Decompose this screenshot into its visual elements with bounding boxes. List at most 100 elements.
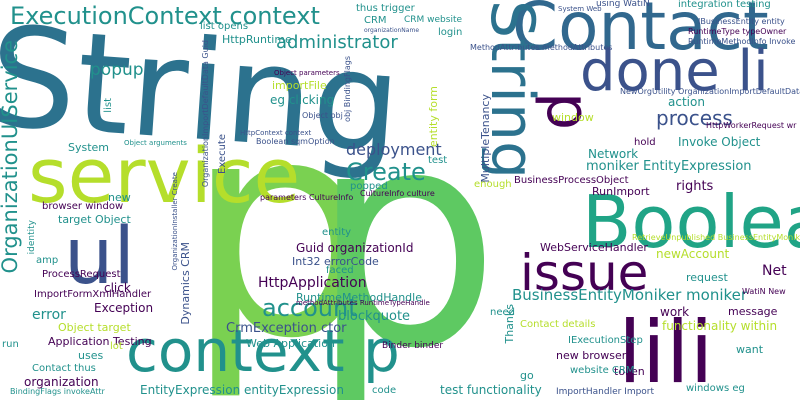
word-done-li: done li — [580, 39, 769, 104]
word-http-worker-request: HttpWorkerRequest wr — [706, 121, 797, 130]
word-test-functionality: test functionality — [440, 383, 542, 397]
word-enough: enough — [474, 179, 512, 190]
word-functionality-within: functionality within — [662, 319, 778, 333]
word-s-vertical: String — [482, 0, 542, 175]
word-message: message — [728, 305, 778, 318]
word-rt-unpublished: RetrieveUnpublished BusinessEntityMonike… — [632, 233, 800, 242]
word-code: code — [372, 385, 397, 396]
word-entity: entity — [322, 227, 352, 238]
word-watin-new: WatiN New — [742, 287, 786, 296]
word-new-browser: new browser — [556, 349, 627, 362]
word-process: process — [656, 106, 733, 130]
word-multiple-tenancy: MultipleTenancy — [479, 94, 492, 183]
word-rtt-owner: RuntimeType typeOwner — [688, 27, 787, 36]
word-object-params: Object parameters — [274, 69, 340, 77]
word-httpctx-context: HttpContext context — [240, 129, 312, 137]
word-http-application: HttpApplication — [258, 275, 367, 291]
word-http-runtime: HttpRuntime — [222, 33, 292, 46]
word-ul: ul — [64, 212, 136, 302]
word-context-p: context p — [126, 317, 400, 385]
word-contact-details: Contact details — [520, 319, 596, 330]
word-import-file: importFile — [272, 79, 327, 92]
word-popped: popped — [350, 181, 388, 192]
word-deployment: deployment — [346, 140, 442, 159]
word-binder-binder: Binder binder — [382, 341, 444, 351]
word-run-import: RunImport — [592, 185, 650, 198]
word-p-big: p — [185, 55, 376, 400]
word-faced: faced — [326, 265, 354, 276]
word-entity-form: entity form — [427, 86, 440, 148]
word-windows-eg: windows eg — [686, 383, 745, 394]
word-dynamics-crm: Dynamics CRM — [179, 242, 192, 325]
word-eg-clicking: eg clicking — [270, 93, 335, 107]
word-need: need — [490, 307, 515, 318]
word-org-name: organizationName — [364, 27, 420, 34]
word-entity-expression: EntityExpression entityExpression — [140, 383, 344, 397]
word-test: test — [428, 155, 448, 166]
word-lili: lili — [618, 303, 714, 400]
word-token: token — [614, 365, 645, 378]
word-process-request: ProcessRequest — [42, 269, 121, 280]
word-system: System — [68, 141, 110, 154]
word-network: Network — [588, 147, 639, 161]
word-crm: CRM — [364, 15, 387, 26]
word-request: request — [686, 271, 728, 284]
word-guid-org-id: Guid organizationId — [296, 241, 414, 255]
word-org-import-guid: OrganizationImportDefaultData Guid — [201, 40, 210, 188]
word-go: go — [520, 369, 534, 382]
word-click: click — [104, 281, 131, 295]
word-rt-method-handle: RuntimeMethodHandle — [296, 291, 422, 304]
word-organization: organization — [24, 375, 99, 389]
word-rtmi-invoke: RuntimeMethodInfo Invoke — [688, 37, 796, 46]
word-website-crm: website CRM — [570, 365, 635, 376]
word-service: service — [28, 131, 301, 220]
word-rights: rights — [676, 179, 714, 194]
word-error: error — [32, 307, 66, 323]
word-object-obj: Object obj — [302, 111, 343, 120]
word-uses: uses — [78, 349, 104, 362]
word-ibusiness-entity: IBusinessEntity entity — [698, 17, 785, 26]
word-using-watin: using WatiN — [596, 0, 650, 9]
word-run: run — [2, 339, 19, 350]
word-action: action — [668, 95, 705, 109]
word-issue: issue — [520, 244, 649, 302]
word-list-opens: list opens — [200, 21, 249, 32]
word-browser-window: browser window — [42, 201, 124, 212]
word-web-application: Web Application — [246, 337, 335, 350]
word-execute: Execute — [217, 134, 228, 174]
word-list: list — [103, 98, 114, 113]
word-p-right: p — [310, 65, 501, 400]
word-import-handler: ImportHandler Import — [556, 387, 655, 397]
word-want: want — [736, 343, 764, 356]
word-org-installer: OrganizationInstaller Create — [171, 172, 179, 271]
word-object-arguments: Object arguments — [124, 139, 187, 147]
word-new-account: newAccount — [656, 247, 730, 261]
word-thanks: Thanks — [503, 304, 516, 344]
word-net: Net — [762, 263, 787, 279]
word-login: login — [438, 27, 463, 38]
word-lot: lot — [110, 341, 123, 352]
word-crm-website: CRM website — [404, 15, 463, 25]
word-identity: identity — [27, 220, 37, 255]
word-iexecution-step: IExecutionStep — [568, 335, 643, 346]
word-bpo: BusinessProcessObject — [514, 175, 629, 186]
word-exception: Exception — [94, 301, 154, 315]
word-culture-info: CultureInfo culture — [360, 189, 435, 198]
word-blockquote: blockquote — [338, 309, 411, 324]
word-system-web: System Web — [558, 5, 602, 13]
word-method-attributes: MethodAttributes methodAttributes — [470, 43, 613, 52]
word-thus-trigger: thus trigger — [356, 3, 415, 14]
word-method-attr-rt: methodAttributes RuntimeTypeHandle — [296, 299, 430, 307]
word-import-form-handler: ImportFormXmlHandler — [34, 289, 152, 300]
word-params-culture: parameters CultureInfo — [260, 193, 354, 202]
word-boolean-sqm: Boolean sqmOption — [256, 137, 335, 146]
word-execution-context: ExecutionContext context — [10, 2, 320, 30]
word-bem-moniker: BusinessEntityMoniker moniker — [512, 286, 748, 304]
word-target-object: target Object — [58, 213, 131, 226]
word-boolean: Boolean — [582, 180, 800, 264]
word-account: account — [262, 294, 358, 322]
word-obj-binding-flags: obj BindingFlags — [343, 56, 352, 122]
word-contact: Contact — [512, 0, 769, 65]
word-application-testing: Application Testing — [48, 335, 152, 348]
